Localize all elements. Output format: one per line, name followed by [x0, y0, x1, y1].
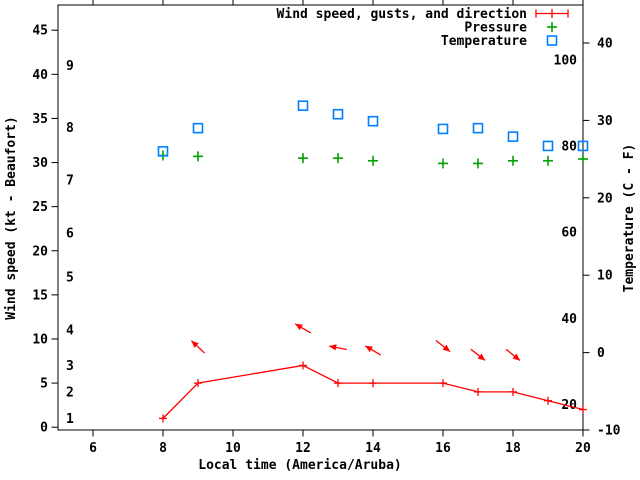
tick-label: 45	[32, 24, 48, 39]
right-axis-title: Temperature (C - F)	[622, 144, 637, 293]
tick-label: 8	[66, 121, 74, 136]
wind-direction-arrowhead	[365, 345, 373, 353]
temperature-point	[437, 123, 449, 135]
tick-label: 8	[159, 441, 167, 456]
tick-label: 15	[32, 288, 48, 303]
tick-label: 10	[225, 441, 241, 456]
tick-label: 60	[561, 225, 577, 240]
tick-label: 30	[32, 156, 48, 171]
wind-speed-series	[159, 361, 587, 423]
legend-square-sample	[546, 35, 558, 46]
wind-direction-arrowhead	[477, 353, 486, 361]
wind-direction-arrowhead	[512, 353, 520, 361]
tick-label: 16	[435, 441, 451, 456]
temperature-point	[577, 140, 589, 152]
tick-label: 0	[40, 421, 48, 436]
x-axis-title: Local time (America/Aruba)	[198, 458, 402, 473]
left-axis-ticks: 0 5 10 15 20 25 30 35 40 45	[32, 24, 58, 436]
wind-direction-arrows	[190, 323, 521, 362]
legend-label-temperature: Temperature	[441, 34, 527, 49]
tick-label: 10	[32, 332, 48, 347]
tick-label: 20	[597, 191, 613, 206]
temperature-point	[472, 122, 484, 134]
temperature-point	[297, 100, 309, 111]
tick-label: 0	[597, 346, 605, 361]
tick-label: 12	[295, 441, 311, 456]
tick-label: 40	[561, 312, 577, 327]
temperature-point	[192, 122, 204, 134]
wind-direction-arrowhead	[329, 344, 337, 351]
temperature-point	[332, 108, 344, 120]
tick-label: 5	[40, 377, 48, 392]
wind-direction-arrowhead	[191, 340, 199, 348]
right-axis-ticks: -10 0 10 20 30 40	[583, 37, 621, 439]
tick-label: 7	[66, 174, 74, 189]
tick-label: 30	[597, 114, 613, 129]
tick-label: 20	[575, 441, 591, 456]
temperature-series	[157, 100, 589, 157]
temperature-point	[367, 115, 379, 127]
tick-label: 6	[66, 227, 74, 242]
temperature-point	[542, 140, 554, 152]
tick-label: -10	[597, 424, 621, 439]
wind-direction-arrowhead	[442, 344, 451, 352]
beaufort-scale-labels: 1 2 3 4 5 6 7 8 9	[66, 59, 74, 427]
chart-generated-content: 6 8 10 12 14 16 18 2005101520253035404512345678…	[32, 0, 621, 456]
temperature-point	[507, 131, 519, 142]
tick-label: 40	[597, 37, 613, 52]
tick-label: 10	[597, 269, 613, 284]
tick-label: 35	[32, 112, 48, 127]
x-axis-ticks: 6 8 10 12 14 16 18 20	[89, 0, 591, 456]
pressure-series	[158, 150, 588, 169]
tick-label: 40	[32, 68, 48, 83]
tick-label: 3	[66, 359, 74, 374]
legend-label-pressure: Pressure	[464, 21, 527, 36]
tick-label: 100	[554, 54, 578, 69]
tick-label: 18	[505, 441, 521, 456]
plot-border	[57, 4, 584, 431]
temperature-point	[157, 146, 169, 157]
tick-label: 1	[66, 412, 74, 427]
tick-label: 14	[365, 441, 381, 456]
tick-label: 9	[66, 59, 74, 74]
left-axis-title: Wind speed (kt - Beaufort)	[4, 116, 19, 320]
wind-direction-arrowhead	[295, 323, 303, 331]
tick-label: 4	[66, 324, 74, 339]
tick-label: 2	[66, 385, 74, 400]
tick-label: 5	[66, 271, 74, 286]
wind-speed-line	[162, 364, 584, 419]
tick-label: 20	[32, 244, 48, 259]
tick-label: 6	[89, 441, 97, 456]
tick-label: 25	[32, 200, 48, 215]
legend-label-wind: Wind speed, gusts, and direction	[277, 7, 527, 22]
tick-label: 80	[561, 139, 577, 154]
legend-markers	[535, 9, 569, 46]
